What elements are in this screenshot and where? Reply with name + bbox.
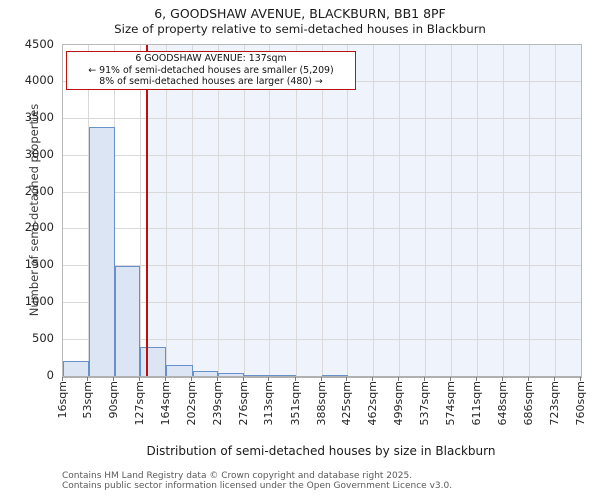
x-tick-mark-202sqm [191, 377, 192, 381]
gridline-x-351 [295, 45, 297, 376]
x-tick-label-462sqm: 462sqm [366, 381, 379, 426]
gridline-x-648 [502, 45, 504, 376]
gridline-x-164 [165, 45, 167, 376]
x-tick-label-723sqm: 723sqm [547, 381, 561, 426]
gridline-x-723 [554, 45, 556, 376]
y-tick-label-2500: 2500 [24, 183, 54, 198]
x-tick-mark-388sqm [320, 377, 322, 381]
y-tick-label-1000: 1000 [24, 293, 54, 308]
x-tick-label-53sqm: 53sqm [81, 381, 95, 419]
histogram-bar-127sqm [140, 347, 167, 376]
x-tick-label-351sqm: 351sqm [288, 381, 302, 426]
annotation-callout: 6 GOODSHAW AVENUE: 137sqm ← 91% of semi-… [66, 51, 356, 90]
x-tick-mark-239sqm [216, 377, 218, 381]
x-tick-label-425sqm: 425sqm [340, 381, 354, 426]
y-tick-label-3000: 3000 [24, 146, 54, 161]
gridline-x-276 [243, 45, 245, 376]
property-size-marker-line [146, 45, 149, 376]
x-tick-mark-53sqm [87, 377, 89, 381]
gridline-x-462 [373, 45, 374, 376]
y-tick-label-0: 0 [46, 367, 54, 382]
x-tick-mark-16sqm [61, 377, 63, 381]
x-tick-label-127sqm: 127sqm [132, 381, 146, 426]
histogram-bar-202sqm [192, 370, 219, 376]
x-tick-label-388sqm: 388sqm [314, 381, 328, 426]
x-tick-label-313sqm: 313sqm [262, 381, 276, 426]
histogram-bar-53sqm [88, 127, 115, 376]
chart-title: 6, GOODSHAW AVENUE, BLACKBURN, BB1 8PF [154, 6, 446, 21]
x-tick-mark-537sqm [424, 377, 426, 381]
gridline-x-127 [139, 45, 141, 376]
x-tick-mark-425sqm [346, 377, 348, 381]
y-tick-label-3500: 3500 [24, 110, 54, 125]
gridline-x-425 [347, 45, 349, 376]
gridline-x-239 [217, 45, 219, 376]
x-tick-mark-574sqm [450, 377, 451, 381]
x-tick-mark-164sqm [164, 377, 166, 381]
annotation-larger-line: 8% of semi-detached houses are larger (4… [99, 76, 323, 88]
y-tick-label-4500: 4500 [24, 36, 54, 51]
gridline-x-611 [476, 45, 478, 376]
y-tick-label-4000: 4000 [24, 73, 54, 88]
x-tick-mark-313sqm [268, 377, 270, 381]
x-tick-mark-462sqm [372, 377, 373, 381]
x-tick-mark-90sqm [113, 377, 114, 381]
x-tick-label-202sqm: 202sqm [185, 381, 198, 426]
plot-area [62, 44, 582, 378]
x-tick-label-90sqm: 90sqm [107, 381, 120, 419]
x-tick-mark-499sqm [397, 377, 399, 381]
histogram-bar-313sqm [269, 374, 297, 376]
x-axis-label: Distribution of semi-detached houses by … [146, 444, 496, 458]
gridline-x-574 [451, 45, 452, 376]
histogram-bar-388sqm [322, 374, 348, 376]
x-tick-label-499sqm: 499sqm [391, 381, 405, 426]
histogram-bar-90sqm [114, 266, 141, 376]
annotation-smaller-line: ← 91% of semi-detached houses are smalle… [88, 64, 334, 76]
histogram-bar-239sqm [218, 373, 245, 376]
footer-attribution-line2: Contains public sector information licen… [62, 481, 453, 491]
histogram-bar-276sqm [244, 374, 270, 376]
histogram-bar-16sqm [63, 361, 89, 376]
x-tick-label-611sqm: 611sqm [469, 381, 483, 426]
x-tick-label-760sqm: 760sqm [573, 381, 587, 426]
gridline-x-499 [398, 45, 400, 376]
y-tick-label-500: 500 [32, 330, 54, 345]
x-tick-mark-760sqm [579, 377, 581, 381]
histogram-bar-164sqm [166, 365, 193, 376]
plot-shaded-region [147, 45, 581, 376]
annotation-property-line: 6 GOODSHAW AVENUE: 137sqm [135, 53, 287, 65]
y-axis-ticks: 0 500 1000 1500 2000 2500 3000 3500 4000 4500 [0, 37, 54, 382]
gridline-x-388 [321, 45, 323, 376]
x-tick-mark-351sqm [294, 377, 296, 381]
x-tick-label-686sqm: 686sqm [522, 381, 535, 426]
footer-attribution-line1: Contains HM Land Registry data © Crown c… [62, 471, 413, 481]
gridline-x-686 [529, 45, 530, 376]
y-tick-label-1500: 1500 [24, 257, 54, 272]
x-tick-label-276sqm: 276sqm [236, 381, 250, 426]
x-tick-mark-611sqm [475, 377, 477, 381]
gridline-x-537 [425, 45, 427, 376]
x-tick-label-164sqm: 164sqm [158, 381, 172, 426]
x-tick-label-239sqm: 239sqm [210, 381, 224, 426]
gridline-x-313 [269, 45, 271, 376]
x-tick-mark-276sqm [242, 377, 244, 381]
x-tick-mark-686sqm [528, 377, 529, 381]
x-tick-label-16sqm: 16sqm [55, 381, 69, 419]
y-tick-label-2000: 2000 [24, 220, 54, 235]
chart-subtitle: Size of property relative to semi-detach… [114, 22, 486, 36]
x-tick-label-574sqm: 574sqm [444, 381, 457, 426]
x-tick-mark-723sqm [553, 377, 555, 381]
x-tick-mark-648sqm [501, 377, 503, 381]
x-tick-mark-127sqm [138, 377, 140, 381]
x-axis-ticks: 16sqm 53sqm 90sqm 127sqm 164sqm 202sqm 239sqm 2… [56, 375, 587, 445]
x-tick-label-537sqm: 537sqm [418, 381, 432, 426]
x-tick-label-648sqm: 648sqm [495, 381, 509, 426]
gridline-x-202 [192, 45, 193, 376]
